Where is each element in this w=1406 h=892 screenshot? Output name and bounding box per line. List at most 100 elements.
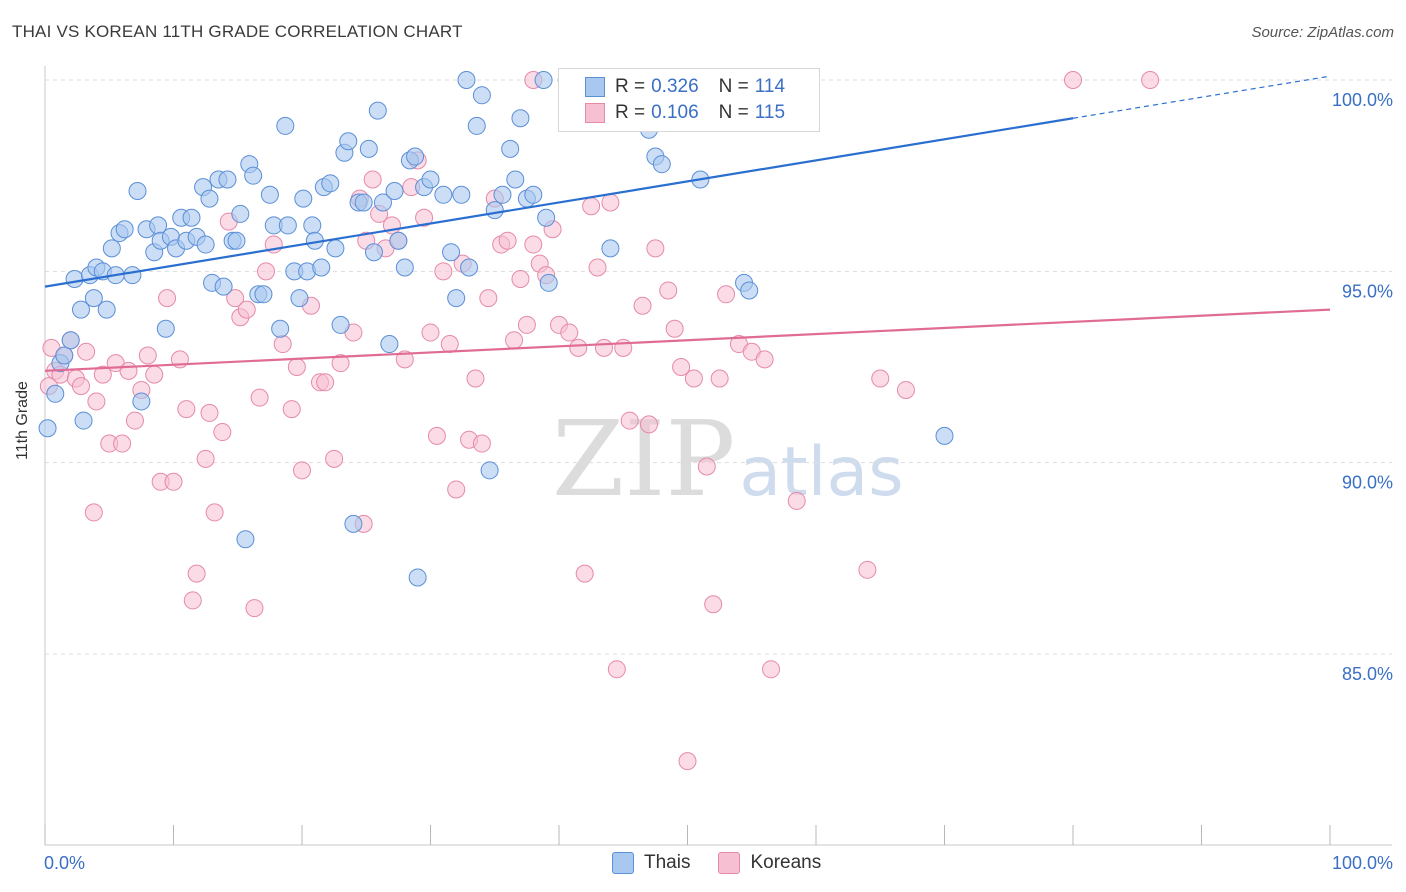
korean-point [684,369,703,388]
thai-trend-extension [1072,75,1331,119]
thai-point [321,174,340,193]
thai-point [38,419,57,438]
thai-point [740,281,759,300]
trend-lines [44,75,1331,372]
y-axis-label: 11th Grade [14,381,31,460]
korean-point [245,599,264,618]
korean-point [213,423,232,442]
thai-point [231,204,250,223]
thai-point [389,231,408,250]
legend-n-value: 114 [754,76,786,97]
korean-point [205,503,224,522]
korean-point [237,300,256,319]
thai-point [61,331,80,350]
thai-point [935,426,954,445]
korean-point [226,289,245,308]
korean-point [200,403,219,422]
korean-point [187,564,206,583]
thai-point [115,220,134,239]
thai-point [331,315,350,334]
legend-r-label: R = [615,102,646,123]
korean-point [560,323,579,342]
korean-point [524,235,543,254]
thai-point [359,139,378,158]
korean-point [113,434,132,453]
thai-point [406,147,425,166]
korean-point [472,434,491,453]
thai-point [244,166,263,185]
korean-point [633,296,652,315]
thai-point [537,208,556,227]
thai-trend-line [44,117,1074,288]
korean-point [665,319,684,338]
thai-point [524,185,543,204]
thai-points [38,71,954,587]
thai-point [254,285,273,304]
thai-point [447,289,466,308]
legend-swatch-koreans [585,103,605,123]
thai-point [214,277,233,296]
korean-points [39,71,1160,771]
thai-point [442,243,461,262]
thai-point [373,193,392,212]
legend-item-koreans[interactable]: Koreans [718,852,821,874]
thai-point [182,208,201,227]
thai-point [511,109,530,128]
korean-point [125,411,144,430]
korean-point [87,392,106,411]
korean-point [646,239,665,258]
korean-point [119,361,138,380]
legend-n-label: N = [718,102,749,123]
series-legend: Thais Koreans [612,852,849,874]
korean-point [871,369,890,388]
thai-point [71,300,90,319]
korean-point [447,480,466,499]
y-tick-label: 85.0% [1342,664,1393,684]
korean-point [607,660,626,679]
korean-point [762,660,781,679]
legend-n-value: 115 [754,102,786,123]
thai-point [128,181,147,200]
thai-point [326,239,345,258]
thai-point [434,185,453,204]
korean-point [569,338,588,357]
thai-point [493,185,512,204]
legend-swatch-thais [585,77,605,97]
korean-point [704,595,723,614]
thai-point [236,530,255,549]
thai-point [55,346,74,365]
x-tick-label-min: 0.0% [44,853,85,873]
thai-point [312,258,331,277]
korean-point [659,281,678,300]
korean-point [331,354,350,373]
thai-point [278,216,297,235]
korean-point [287,358,306,376]
legend-item-thais[interactable]: Thais [612,852,690,874]
korean-point [138,346,157,365]
thai-point [218,170,237,189]
source-label: Source: ZipAtlas.com [1251,24,1394,41]
thai-point [132,392,151,411]
legend-row-thais: R = 0.326 N = 114 [585,75,791,99]
korean-point [896,380,915,399]
legend-swatch-thais [612,852,634,874]
stats-legend: R = 0.326 N = 114 R = 0.106 N = 115 [558,68,820,132]
thai-point [534,71,553,89]
thai-point [344,514,363,533]
korean-point [145,365,164,384]
thai-point [472,86,491,105]
legend-r-value: 0.106 [651,102,699,123]
korean-point [588,258,607,277]
thai-point [227,231,246,250]
korean-point [250,388,269,407]
korean-point [282,400,301,419]
y-tick-label: 90.0% [1342,473,1393,493]
korean-point [415,208,434,227]
y-tick-label: 95.0% [1342,281,1393,301]
korean-point [325,449,344,468]
thai-point [652,155,671,174]
x-tick-label-max: 100.0% [1332,853,1393,873]
korean-point [421,323,440,342]
korean-point [697,457,716,476]
thai-point [260,185,279,204]
